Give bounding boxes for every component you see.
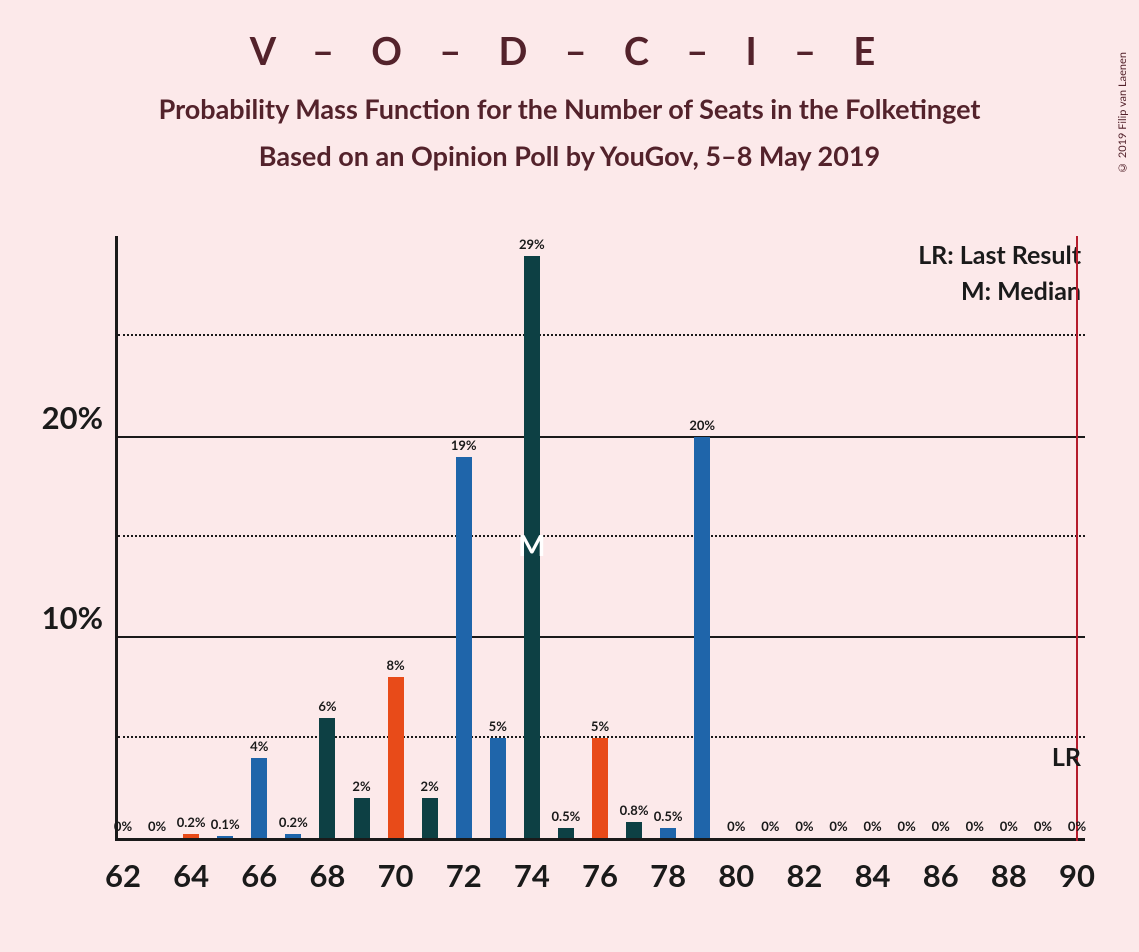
bar-value-label: 5% (591, 718, 609, 734)
gridline (118, 535, 1085, 537)
bar-value-label: 6% (318, 698, 336, 714)
x-axis-tick-label: 62 (105, 856, 141, 894)
bar-value-label: 0.8% (620, 802, 649, 818)
bar (251, 758, 267, 838)
bar-value-label: 2% (352, 778, 370, 794)
bar-value-label: 29% (519, 236, 545, 252)
x-axis-tick-label: 72 (446, 856, 482, 894)
bar-value-label: 0% (1034, 818, 1052, 834)
x-axis (115, 838, 1085, 841)
bar-value-label: 0% (727, 818, 745, 834)
bar-value-label: 0% (863, 818, 881, 834)
bar (592, 738, 608, 838)
bar-value-label: 0.2% (279, 814, 308, 830)
bar-value-label: 0% (148, 818, 166, 834)
chart-title: V – O – D – C – I – E (0, 28, 1139, 74)
x-axis-tick-label: 68 (309, 856, 345, 894)
bar-value-label: 8% (386, 657, 404, 673)
bar-value-label: 4% (250, 738, 268, 754)
bar-value-label: 0% (1000, 818, 1018, 834)
x-axis-tick-label: 66 (241, 856, 277, 894)
x-axis-tick-label: 90 (1059, 856, 1095, 894)
bar (490, 738, 506, 838)
chart-plot-area: LR: Last Result M: Median 10%20%LR0%0%0.… (115, 236, 1085, 841)
bar (354, 798, 370, 838)
x-axis-tick-label: 82 (786, 856, 822, 894)
bar-value-label: 0% (795, 818, 813, 834)
gridline (118, 334, 1085, 336)
bar (456, 457, 472, 838)
x-axis-tick-label: 70 (378, 856, 414, 894)
x-axis-labels: 626466687072747678808284868890 (115, 856, 1085, 906)
gridline-major (118, 636, 1085, 638)
legend-lr: LR: Last Result (918, 240, 1081, 270)
legend-m: M: Median (918, 276, 1081, 306)
bar-value-label: 0% (829, 818, 847, 834)
bar-value-label: 5% (489, 718, 507, 734)
bar-value-label: 0.5% (552, 808, 581, 824)
bar-value-label: 0% (932, 818, 950, 834)
bar-value-label: 0.1% (211, 816, 240, 832)
bar (285, 834, 301, 838)
x-axis-tick-label: 64 (173, 856, 209, 894)
bar-value-label: 0% (1068, 818, 1086, 834)
bar (183, 834, 199, 838)
bar-value-label: 20% (689, 417, 715, 433)
y-axis-label: 20% (42, 398, 103, 436)
chart-legend: LR: Last Result M: Median (918, 240, 1081, 312)
x-axis-tick-label: 84 (855, 856, 891, 894)
bar (694, 437, 710, 838)
chart-subtitle-2: Based on an Opinion Poll by YouGov, 5–8 … (0, 139, 1139, 172)
bar (319, 718, 335, 838)
y-axis-label: 10% (42, 598, 103, 636)
bar-value-label: 0% (898, 818, 916, 834)
x-axis-tick-label: 88 (991, 856, 1027, 894)
bar-value-label: 0% (114, 818, 132, 834)
x-axis-tick-label: 76 (582, 856, 618, 894)
bar (388, 677, 404, 838)
last-result-marker: LR (1052, 742, 1081, 772)
bar (626, 822, 642, 838)
bar-value-label: 2% (421, 778, 439, 794)
bar-value-label: 0% (966, 818, 984, 834)
x-axis-tick-label: 74 (514, 856, 550, 894)
bar (217, 836, 233, 838)
gridline-major (118, 436, 1085, 438)
bar-value-label: 0% (761, 818, 779, 834)
bar (558, 828, 574, 838)
x-axis-tick-label: 78 (650, 856, 686, 894)
y-axis (115, 236, 118, 841)
bar (422, 798, 438, 838)
copyright-text: © 2019 Filip van Laenen (1116, 52, 1129, 174)
x-axis-tick-label: 86 (923, 856, 959, 894)
bar (660, 828, 676, 838)
median-marker: M (518, 528, 545, 563)
bar-value-label: 0.5% (654, 808, 683, 824)
x-axis-tick-label: 80 (718, 856, 754, 894)
chart-subtitle-1: Probability Mass Function for the Number… (0, 92, 1139, 125)
bar-value-label: 19% (451, 437, 477, 453)
bar-value-label: 0.2% (177, 814, 206, 830)
